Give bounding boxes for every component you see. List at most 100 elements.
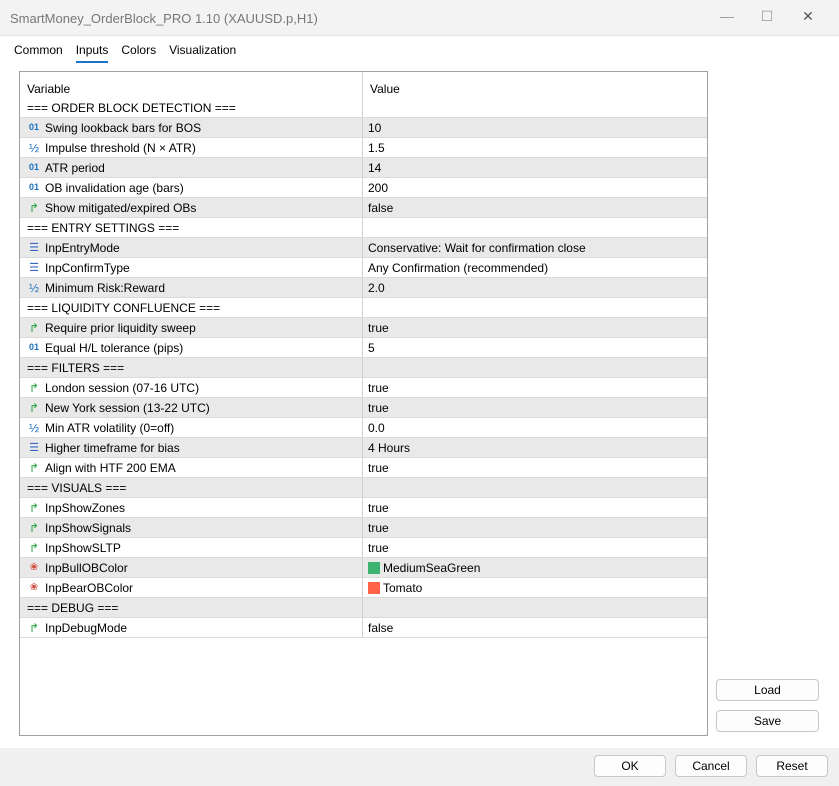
section-row[interactable]: === ORDER BLOCK DETECTION ===: [20, 98, 707, 118]
value-text: 1.5: [368, 140, 385, 155]
table-row[interactable]: ❀ InpBullOBColor MediumSeaGreen: [20, 558, 707, 578]
value-cell[interactable]: false: [363, 618, 707, 637]
section-row[interactable]: === LIQUIDITY CONFLUENCE ===: [20, 298, 707, 318]
save-button[interactable]: Save: [716, 710, 819, 732]
bool-icon: ↱: [28, 380, 40, 395]
minimize-button[interactable]: —: [720, 8, 734, 24]
table-row[interactable]: 01 Swing lookback bars for BOS 10: [20, 118, 707, 138]
tab-colors[interactable]: Colors: [121, 43, 157, 57]
value-cell[interactable]: Any Confirmation (recommended): [363, 258, 707, 277]
column-header-variable[interactable]: Variable: [20, 72, 363, 98]
value-cell[interactable]: [363, 298, 707, 317]
variable-name: Impulse threshold (N × ATR): [45, 140, 196, 155]
close-button[interactable]: ✕: [802, 8, 814, 24]
enum-icon: ☰: [29, 262, 39, 274]
color-swatch: [368, 581, 380, 594]
section-row[interactable]: === DEBUG ===: [20, 598, 707, 618]
value-cell[interactable]: 5: [363, 338, 707, 357]
column-header-value[interactable]: Value: [370, 82, 400, 96]
value-text: true: [368, 540, 389, 555]
bool-icon: ↱: [28, 400, 40, 415]
value-cell[interactable]: true: [363, 498, 707, 517]
value-cell[interactable]: [363, 98, 707, 117]
variable-name: InpBullOBColor: [45, 560, 128, 575]
load-button[interactable]: Load: [716, 679, 819, 701]
variable-cell: 01 OB invalidation age (bars): [20, 178, 363, 197]
table-row[interactable]: 01 OB invalidation age (bars) 200: [20, 178, 707, 198]
value-cell[interactable]: 14: [363, 158, 707, 177]
value-text: Tomato: [383, 580, 423, 595]
value-cell[interactable]: true: [363, 398, 707, 417]
cancel-button[interactable]: Cancel: [675, 755, 747, 777]
value-text: true: [368, 380, 389, 395]
table-row[interactable]: ☰ InpEntryMode Conservative: Wait for conf…: [20, 238, 707, 258]
value-cell[interactable]: true: [363, 538, 707, 557]
value-cell[interactable]: 10: [363, 118, 707, 137]
tab-inputs[interactable]: Inputs: [75, 43, 109, 63]
value-cell[interactable]: [363, 478, 707, 497]
value-cell[interactable]: 4 Hours: [363, 438, 707, 457]
value-cell[interactable]: [363, 218, 707, 237]
reset-button[interactable]: Reset: [756, 755, 828, 777]
value-cell[interactable]: 2.0: [363, 278, 707, 297]
variable-name: === VISUALS ===: [27, 480, 127, 495]
value-cell[interactable]: true: [363, 318, 707, 337]
table-row[interactable]: ↱ InpShowSLTP true: [20, 538, 707, 558]
value-cell[interactable]: [363, 598, 707, 617]
value-text: true: [368, 520, 389, 535]
variable-cell: ❀ InpBearOBColor: [20, 578, 363, 597]
table-row[interactable]: 01 ATR period 14: [20, 158, 707, 178]
tab-visualization[interactable]: Visualization: [169, 43, 237, 57]
variable-name: === LIQUIDITY CONFLUENCE ===: [27, 300, 221, 315]
table-row[interactable]: ½ Minimum Risk:Reward 2.0: [20, 278, 707, 298]
variable-name: InpShowSignals: [45, 520, 132, 535]
variable-name: === DEBUG ===: [27, 600, 119, 615]
table-row[interactable]: ↱ Align with HTF 200 EMA true: [20, 458, 707, 478]
double-icon: ½: [28, 280, 39, 295]
variable-name: InpShowZones: [45, 500, 126, 515]
variable-cell: ☰ InpConfirmType: [20, 258, 363, 277]
value-cell[interactable]: MediumSeaGreen: [363, 558, 707, 577]
variable-cell: ½ Impulse threshold (N × ATR): [20, 138, 363, 157]
tab-common[interactable]: Common: [14, 43, 63, 57]
value-cell[interactable]: true: [363, 518, 707, 537]
variable-cell: === FILTERS ===: [20, 358, 363, 377]
variable-cell: ↱ InpShowZones: [20, 498, 363, 517]
value-cell[interactable]: [363, 358, 707, 377]
table-row[interactable]: ❀ InpBearOBColor Tomato: [20, 578, 707, 598]
table-row[interactable]: ↱ London session (07-16 UTC) true: [20, 378, 707, 398]
table-row[interactable]: ½ Min ATR volatility (0=off) 0.0: [20, 418, 707, 438]
table-row[interactable]: ↱ InpDebugMode false: [20, 618, 707, 638]
value-cell[interactable]: true: [363, 378, 707, 397]
int-icon: 01: [28, 342, 39, 352]
value-text: true: [368, 400, 389, 415]
tab-bar: Common Inputs Colors Visualization: [14, 43, 236, 63]
maximize-button[interactable]: ☐: [760, 8, 774, 24]
table-row[interactable]: ↱ New York session (13-22 UTC) true: [20, 398, 707, 418]
value-cell[interactable]: false: [363, 198, 707, 217]
variable-cell: 01 ATR period: [20, 158, 363, 177]
variable-name: Show mitigated/expired OBs: [45, 200, 197, 215]
value-cell[interactable]: 200: [363, 178, 707, 197]
table-row[interactable]: ↱ Require prior liquidity sweep true: [20, 318, 707, 338]
table-row[interactable]: ☰ InpConfirmType Any Confirmation (recomme…: [20, 258, 707, 278]
variable-name: ATR period: [45, 160, 105, 175]
table-row[interactable]: 01 Equal H/L tolerance (pips) 5: [20, 338, 707, 358]
variable-name: OB invalidation age (bars): [45, 180, 184, 195]
value-cell[interactable]: 0.0: [363, 418, 707, 437]
enum-icon: ☰: [29, 242, 39, 254]
table-row[interactable]: ↱ InpShowSignals true: [20, 518, 707, 538]
section-row[interactable]: === ENTRY SETTINGS ===: [20, 218, 707, 238]
table-row[interactable]: ☰ Higher timeframe for bias 4 Hours: [20, 438, 707, 458]
table-row[interactable]: ½ Impulse threshold (N × ATR) 1.5: [20, 138, 707, 158]
variable-cell: 01 Swing lookback bars for BOS: [20, 118, 363, 137]
value-cell[interactable]: true: [363, 458, 707, 477]
value-cell[interactable]: Tomato: [363, 578, 707, 597]
table-row[interactable]: ↱ Show mitigated/expired OBs false: [20, 198, 707, 218]
section-row[interactable]: === VISUALS ===: [20, 478, 707, 498]
value-cell[interactable]: 1.5: [363, 138, 707, 157]
value-cell[interactable]: Conservative: Wait for confirmation clos…: [363, 238, 707, 257]
table-row[interactable]: ↱ InpShowZones true: [20, 498, 707, 518]
section-row[interactable]: === FILTERS ===: [20, 358, 707, 378]
ok-button[interactable]: OK: [594, 755, 666, 777]
